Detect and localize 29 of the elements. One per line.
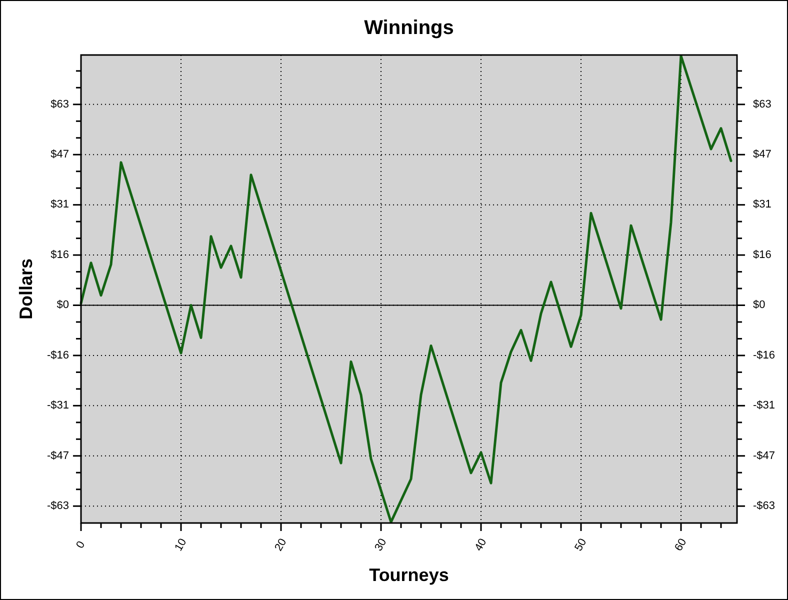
x-axis-title: Tourneys — [369, 565, 449, 585]
x-tick-label: 60 — [672, 536, 690, 554]
y-tick-label: -$47 — [46, 450, 69, 462]
y2-tick-label: $16 — [753, 248, 772, 261]
y2-tick-label: $63 — [753, 98, 772, 110]
x-tick-label: 20 — [272, 536, 290, 554]
y-tick-label: $47 — [50, 148, 69, 161]
y2-tick-label: -$47 — [753, 450, 776, 462]
x-tick-label: 40 — [472, 536, 490, 554]
y-tick-label: $31 — [50, 198, 69, 211]
y-axis-title: Dollars — [16, 258, 36, 320]
x-tick-label: 10 — [172, 536, 190, 554]
y-tick-label: -$63 — [46, 500, 69, 512]
line-series — [80, 54, 732, 524]
x-tick-label: 0 — [74, 539, 88, 551]
y-tick-label: -$16 — [46, 349, 69, 362]
y-tick-label: $0 — [56, 299, 69, 312]
y2-tick-label: $0 — [753, 299, 766, 312]
y2-tick-label: -$16 — [753, 349, 776, 362]
y-tick-label: -$31 — [46, 400, 69, 412]
y-tick-label: $63 — [50, 98, 69, 110]
x-tick-label: 50 — [572, 536, 590, 554]
y2-tick-label: -$31 — [753, 400, 776, 412]
y2-tick-label: $31 — [753, 198, 772, 211]
y-tick-label: $16 — [50, 248, 69, 261]
chart-title: Winnings — [364, 17, 454, 39]
x-tick-label: 30 — [372, 536, 390, 554]
y2-tick-label: $47 — [753, 148, 772, 161]
y2-tick-label: -$63 — [753, 500, 776, 512]
